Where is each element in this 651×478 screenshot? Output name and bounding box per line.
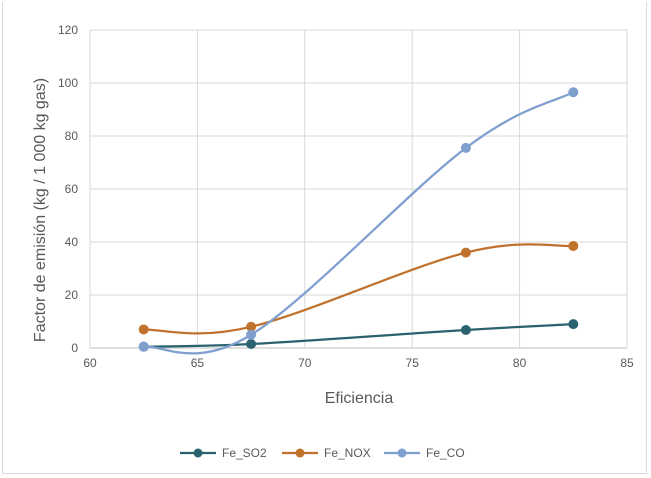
data-point-fe-so2 [460, 324, 471, 335]
legend-marker-fe-nox [295, 448, 305, 458]
legend-label-fe-co: Fe_CO [426, 446, 465, 460]
y-tick-label: 120 [58, 23, 78, 37]
data-point-fe-nox [460, 247, 471, 258]
x-tick-label: 70 [298, 356, 312, 370]
grid-layer [89, 29, 628, 349]
y-tick-label: 20 [65, 288, 79, 302]
legend-marker-fe-co [397, 448, 407, 458]
legend: Fe_SO2 Fe_NOX Fe_CO [180, 446, 465, 460]
series-fe-co [138, 87, 579, 355]
series-fe-nox [138, 240, 579, 335]
data-point-fe-so2 [568, 319, 579, 330]
legend-item-fe-so2: Fe_SO2 [180, 446, 267, 460]
data-point-fe-co [138, 341, 149, 352]
series-layer [138, 87, 579, 355]
y-tick-label: 0 [71, 341, 78, 355]
legend-marker-fe-so2 [193, 448, 203, 458]
data-point-fe-co [568, 87, 579, 98]
legend-item-fe-co: Fe_CO [384, 446, 465, 460]
series-line-fe-nox [142, 243, 575, 335]
series-line-fe-so2 [142, 323, 575, 348]
x-tick-label: 80 [513, 356, 527, 370]
data-point-fe-so2 [246, 339, 257, 350]
y-tick-label: 80 [65, 129, 79, 143]
series-fe-so2 [138, 319, 579, 352]
x-tick-label: 75 [406, 356, 420, 370]
x-axis-title: Eficiencia [325, 390, 394, 407]
y-axis-title: Factor de emisión (kg / 1 000 kg gas) [32, 78, 49, 342]
data-point-fe-co [246, 329, 257, 340]
series-line-fe-co [142, 91, 575, 355]
chart-border [2, 2, 647, 474]
legend-item-fe-nox: Fe_NOX [282, 446, 371, 460]
axis-layer: 0 20 40 60 80 100 120 60 65 70 75 80 85 [58, 23, 634, 370]
x-tick-label: 60 [83, 356, 97, 370]
y-tick-label: 40 [65, 235, 79, 249]
x-tick-label: 85 [620, 356, 634, 370]
data-point-fe-nox [138, 324, 149, 335]
y-tick-label: 100 [58, 76, 78, 90]
x-tick-label: 65 [191, 356, 205, 370]
legend-label-fe-so2: Fe_SO2 [222, 446, 267, 460]
y-tick-label: 60 [65, 182, 79, 196]
data-point-fe-co [460, 142, 471, 153]
data-point-fe-nox [568, 240, 579, 251]
legend-label-fe-nox: Fe_NOX [324, 446, 371, 460]
